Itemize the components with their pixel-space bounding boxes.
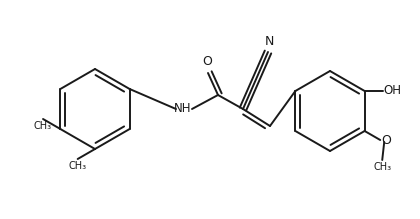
Text: CH₃: CH₃ bbox=[68, 161, 87, 171]
Text: N: N bbox=[264, 35, 274, 48]
Text: O: O bbox=[202, 55, 212, 68]
Text: O: O bbox=[381, 134, 391, 148]
Text: CH₃: CH₃ bbox=[34, 121, 52, 131]
Text: OH: OH bbox=[383, 85, 402, 97]
Text: CH₃: CH₃ bbox=[373, 162, 391, 172]
Text: NH: NH bbox=[174, 102, 192, 115]
